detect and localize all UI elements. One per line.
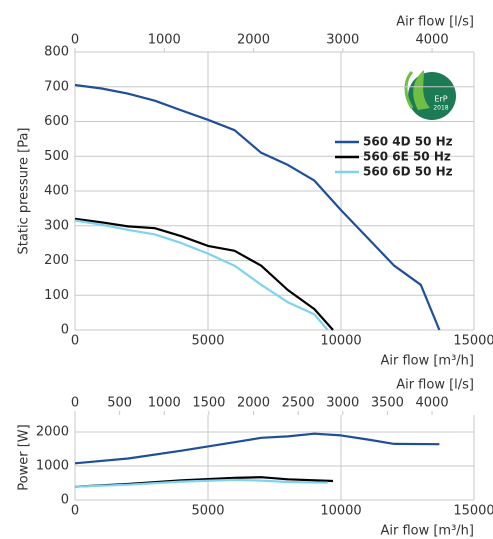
- x2-tick-label: 1500: [192, 396, 225, 411]
- series-line: [74, 219, 329, 331]
- x2-tick-label: 0: [71, 396, 79, 411]
- y-axis-title: Static pressure [Pa]: [17, 128, 32, 255]
- x2-tick-label: 4000: [416, 396, 449, 411]
- y-tick-label: 700: [44, 79, 69, 94]
- series-line: [74, 217, 334, 331]
- x-tick-label: 5000: [191, 334, 224, 349]
- y-tick-label: 0: [61, 323, 69, 338]
- y-tick-label: 100: [44, 288, 69, 303]
- legend-label: 560 6D 50 Hz: [363, 165, 453, 179]
- y-tick-label: 0: [61, 493, 69, 508]
- x2-tick-label: 3000: [326, 33, 359, 48]
- x-tick-label: 15000: [453, 334, 493, 349]
- x2-tick-label: 1000: [148, 33, 181, 48]
- x2-tick-label: 3000: [326, 396, 359, 411]
- erp-badge: [404, 70, 456, 120]
- series-line: [74, 432, 440, 465]
- legend-label: 560 6E 50 Hz: [363, 150, 451, 164]
- x-tick-label: 0: [71, 334, 79, 349]
- y-tick-label: 400: [44, 184, 69, 199]
- x2-tick-label: 3500: [371, 396, 404, 411]
- x-tick-label: 5000: [191, 504, 224, 519]
- y-axis-title: Power [W]: [17, 424, 32, 490]
- x2-tick-label: 2500: [282, 396, 315, 411]
- legend-label: 560 4D 50 Hz: [363, 135, 453, 149]
- x-tick-label: 15000: [453, 504, 493, 519]
- y-tick-label: 300: [44, 218, 69, 233]
- x2-tick-label: 4000: [416, 33, 449, 48]
- x-tick-label: 10000: [320, 504, 361, 519]
- x2-tick-label: 500: [107, 396, 132, 411]
- y-tick-label: 2000: [36, 425, 69, 440]
- x2-tick-label: 1000: [148, 396, 181, 411]
- x2-tick-label: 0: [71, 33, 79, 48]
- x2-tick-label: 2000: [237, 396, 270, 411]
- x-axis-title: Air flow [m³/h]: [380, 354, 474, 369]
- x-tick-label: 10000: [320, 334, 361, 349]
- series-line: [74, 83, 441, 331]
- y-tick-label: 200: [44, 253, 69, 268]
- y-tick-label: 1000: [36, 459, 69, 474]
- x-tick-label: 0: [71, 504, 79, 519]
- x-axis-title: Air flow [m³/h]: [380, 524, 474, 539]
- badge-text: ErP: [434, 95, 447, 104]
- x2-axis-title: Air flow [l/s]: [396, 378, 474, 393]
- series-line: [74, 478, 328, 488]
- y-tick-label: 500: [44, 149, 69, 164]
- x2-axis-title: Air flow [l/s]: [396, 15, 474, 30]
- badge-text: 2018: [433, 105, 448, 112]
- y-tick-label: 600: [44, 114, 69, 129]
- x2-tick-label: 2000: [237, 33, 270, 48]
- y-tick-label: 800: [44, 45, 69, 60]
